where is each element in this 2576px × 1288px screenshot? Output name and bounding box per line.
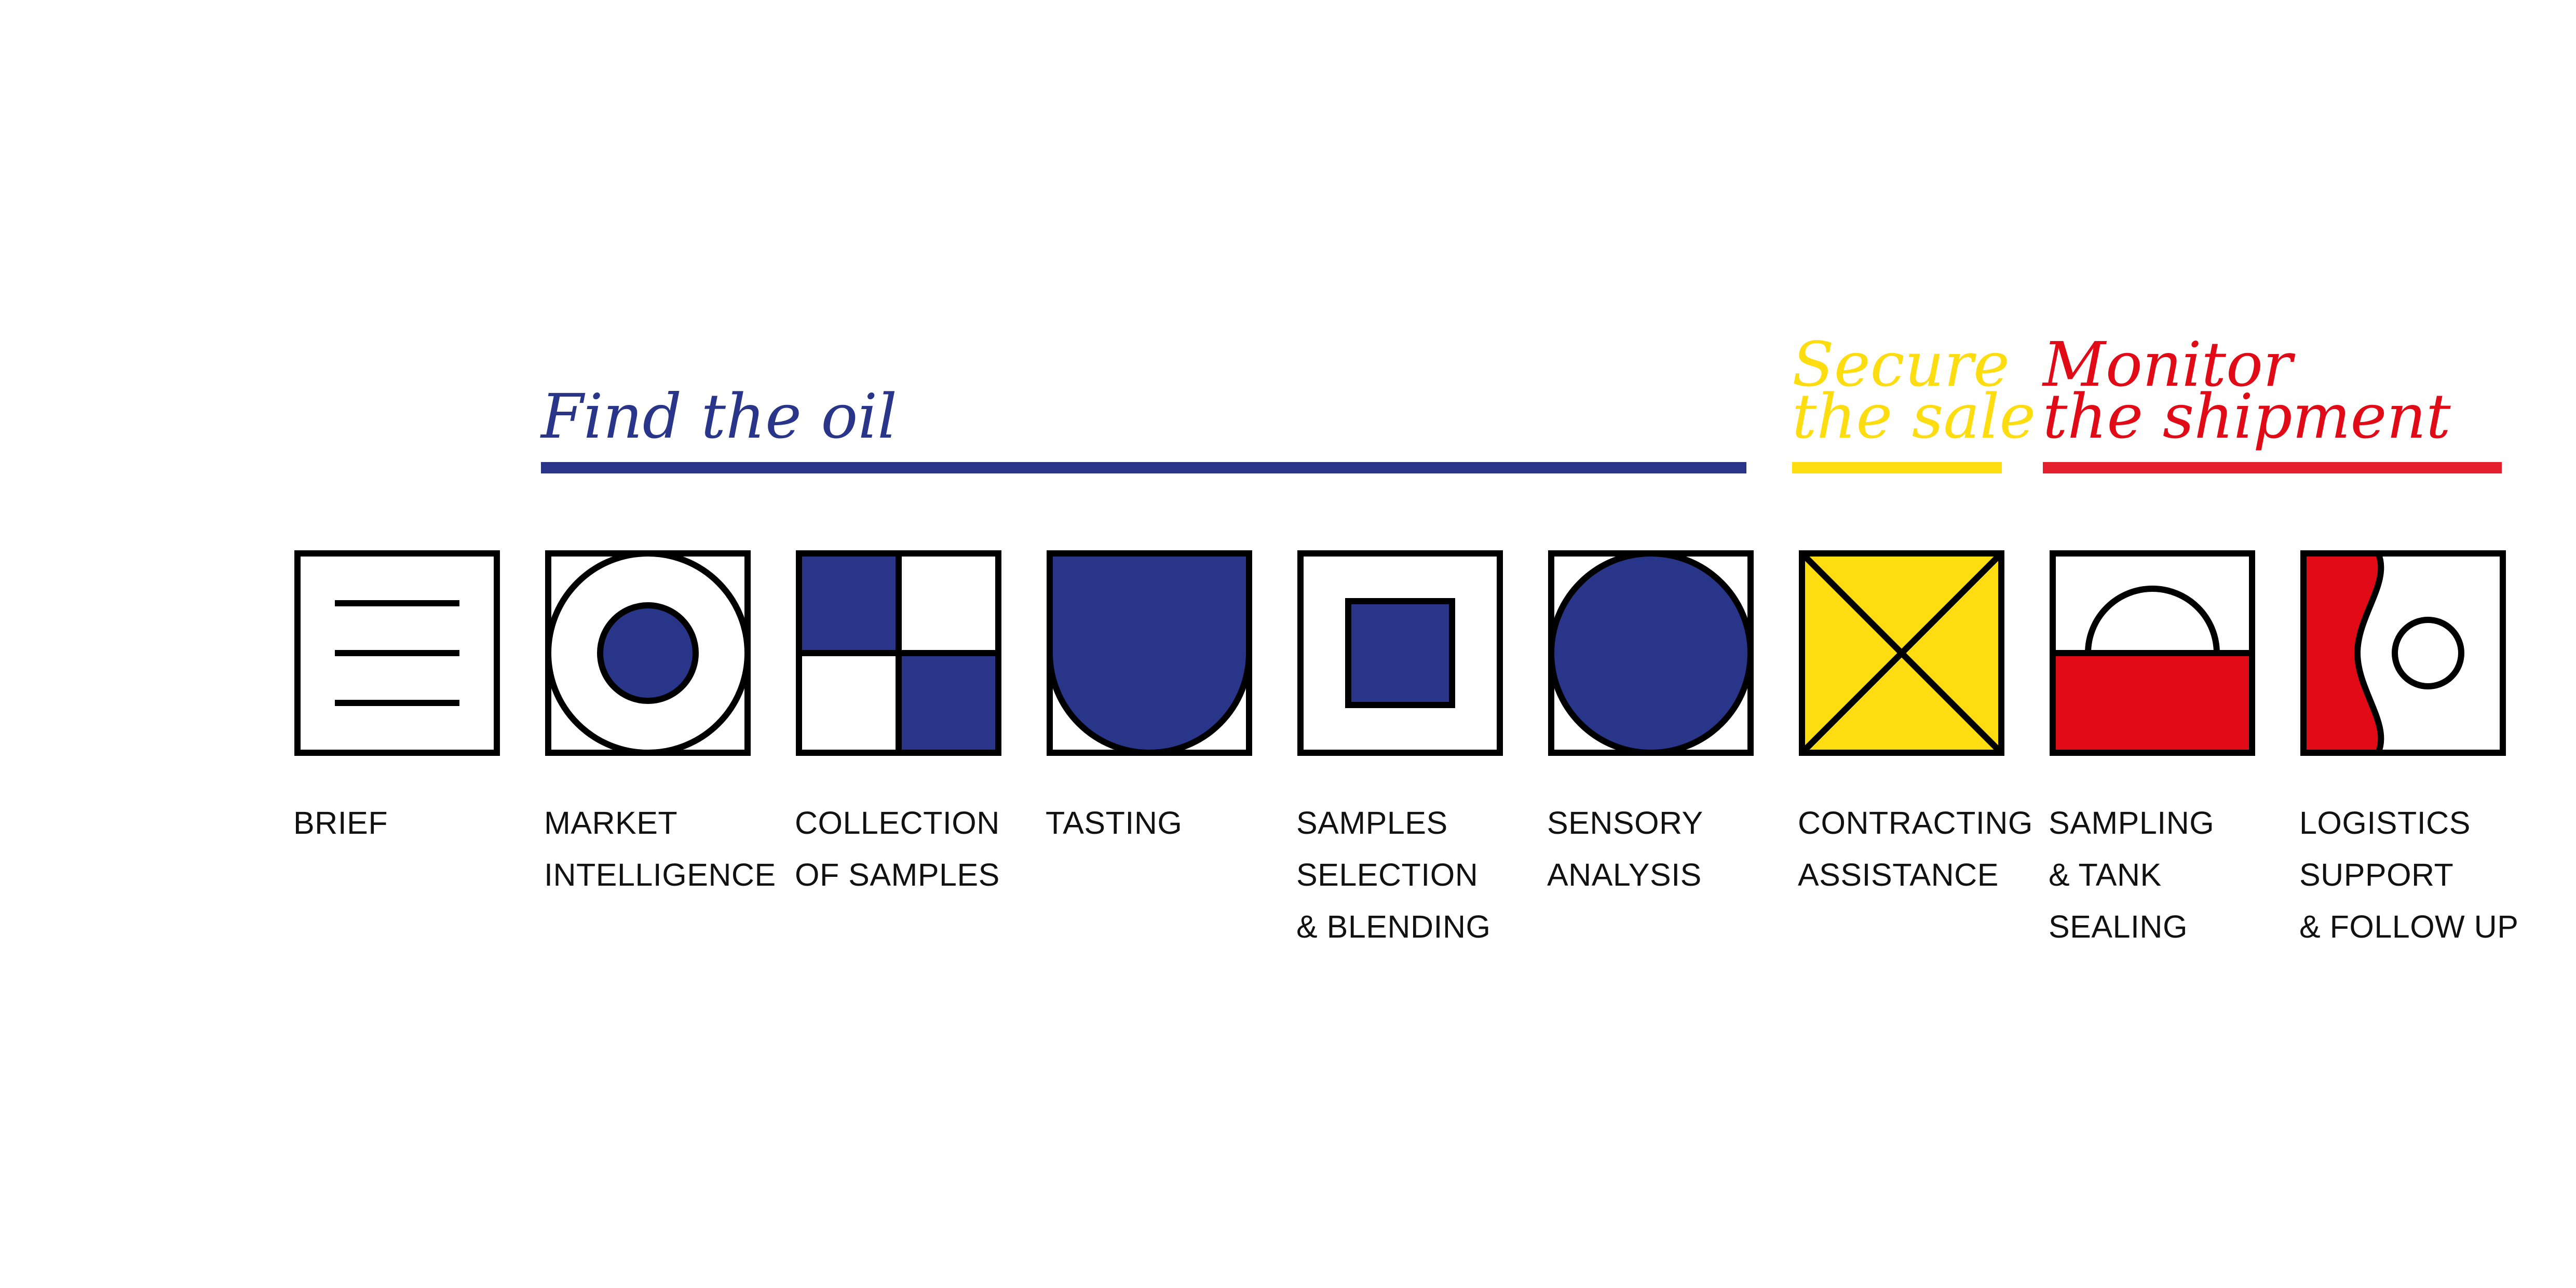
phase-title-line: the sale: [1792, 381, 2036, 452]
phase-title-find-the-oil: Find the oil: [541, 381, 897, 452]
phase-title-line: Monitor: [2043, 329, 2293, 400]
phase-title-monitor-the-shipment: Monitor the shipment: [2043, 329, 2451, 452]
checkerboard-icon: [795, 549, 1002, 757]
step-label-samples-selection: SAMPLES SELECTION & BLENDING: [1296, 805, 1491, 944]
step-label-brief: BRIEF: [293, 805, 388, 840]
phase-title-line: Find the oil: [541, 381, 897, 452]
phase-bar-monitor-the-shipment: [2043, 462, 2502, 473]
step-label-contracting-assistance: CONTRACTING ASSISTANCE: [1798, 805, 2033, 892]
step-label-logistics-support: LOGISTICS SUPPORT & FOLLOW UP: [2299, 805, 2519, 944]
step-label-sensory-analysis: SENSORY ANALYSIS: [1547, 805, 1703, 892]
step-label-tasting: TASTING: [1046, 805, 1183, 840]
step-label-collection-of-samples: COLLECTION OF SAMPLES: [795, 805, 1000, 892]
inner-square-icon: [1296, 549, 1504, 757]
cross-x-icon: [1798, 549, 2005, 757]
phase-title-line: Secure: [1792, 329, 2010, 400]
full-circle-icon: [1547, 549, 1755, 757]
step-label-sampling-tank-sealing: SAMPLING & TANK SEALING: [2049, 805, 2215, 944]
phase-title-secure-the-sale: Secure the sale: [1792, 329, 2036, 452]
wave-dot-icon: [2299, 549, 2507, 757]
ring-target-icon: [544, 549, 752, 757]
phase-bar-find-the-oil: [541, 462, 1746, 473]
brief-lines-icon: [293, 549, 501, 757]
phase-title-line: the shipment: [2043, 381, 2451, 452]
step-label-market-intelligence: MARKET INTELLIGENCE: [544, 805, 776, 892]
tank-seal-icon: [2049, 549, 2256, 757]
cup-shape-icon: [1046, 549, 1253, 757]
phase-bar-secure-the-sale: [1792, 462, 2002, 473]
